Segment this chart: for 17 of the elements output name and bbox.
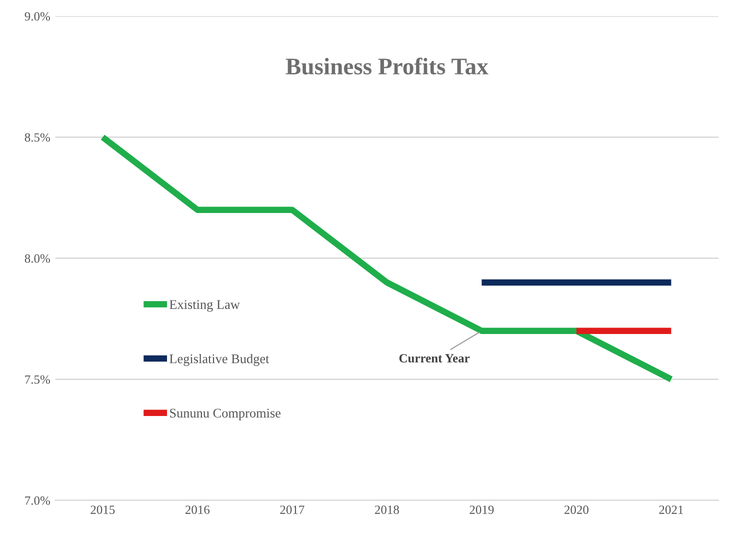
x-tick-label: 2018 — [374, 506, 399, 514]
y-tick-label: 8.5% — [24, 133, 50, 142]
y-tick-label: 7.0% — [25, 496, 50, 505]
x-tick-label: 2020 — [564, 506, 588, 514]
x-tick-label: 2019 — [470, 506, 494, 514]
legend-label: Sununu Compromise — [170, 408, 281, 420]
x-tick-label: 2017 — [280, 506, 304, 514]
x-tick-label: 2016 — [185, 506, 210, 514]
y-tick-label: 7.5% — [25, 375, 50, 384]
y-tick-label: 8.0% — [24, 254, 50, 263]
text: Business Profits Tax — [286, 58, 488, 75]
legend-label: Legislative Budget — [170, 354, 270, 366]
annotation: Current Year — [399, 354, 470, 362]
y-tick-label: 9.0% — [24, 12, 50, 21]
legend-label: Existing Law — [170, 300, 240, 312]
x-tick-label: 2021 — [659, 506, 683, 514]
x-tick-label: 2015 — [90, 506, 115, 514]
